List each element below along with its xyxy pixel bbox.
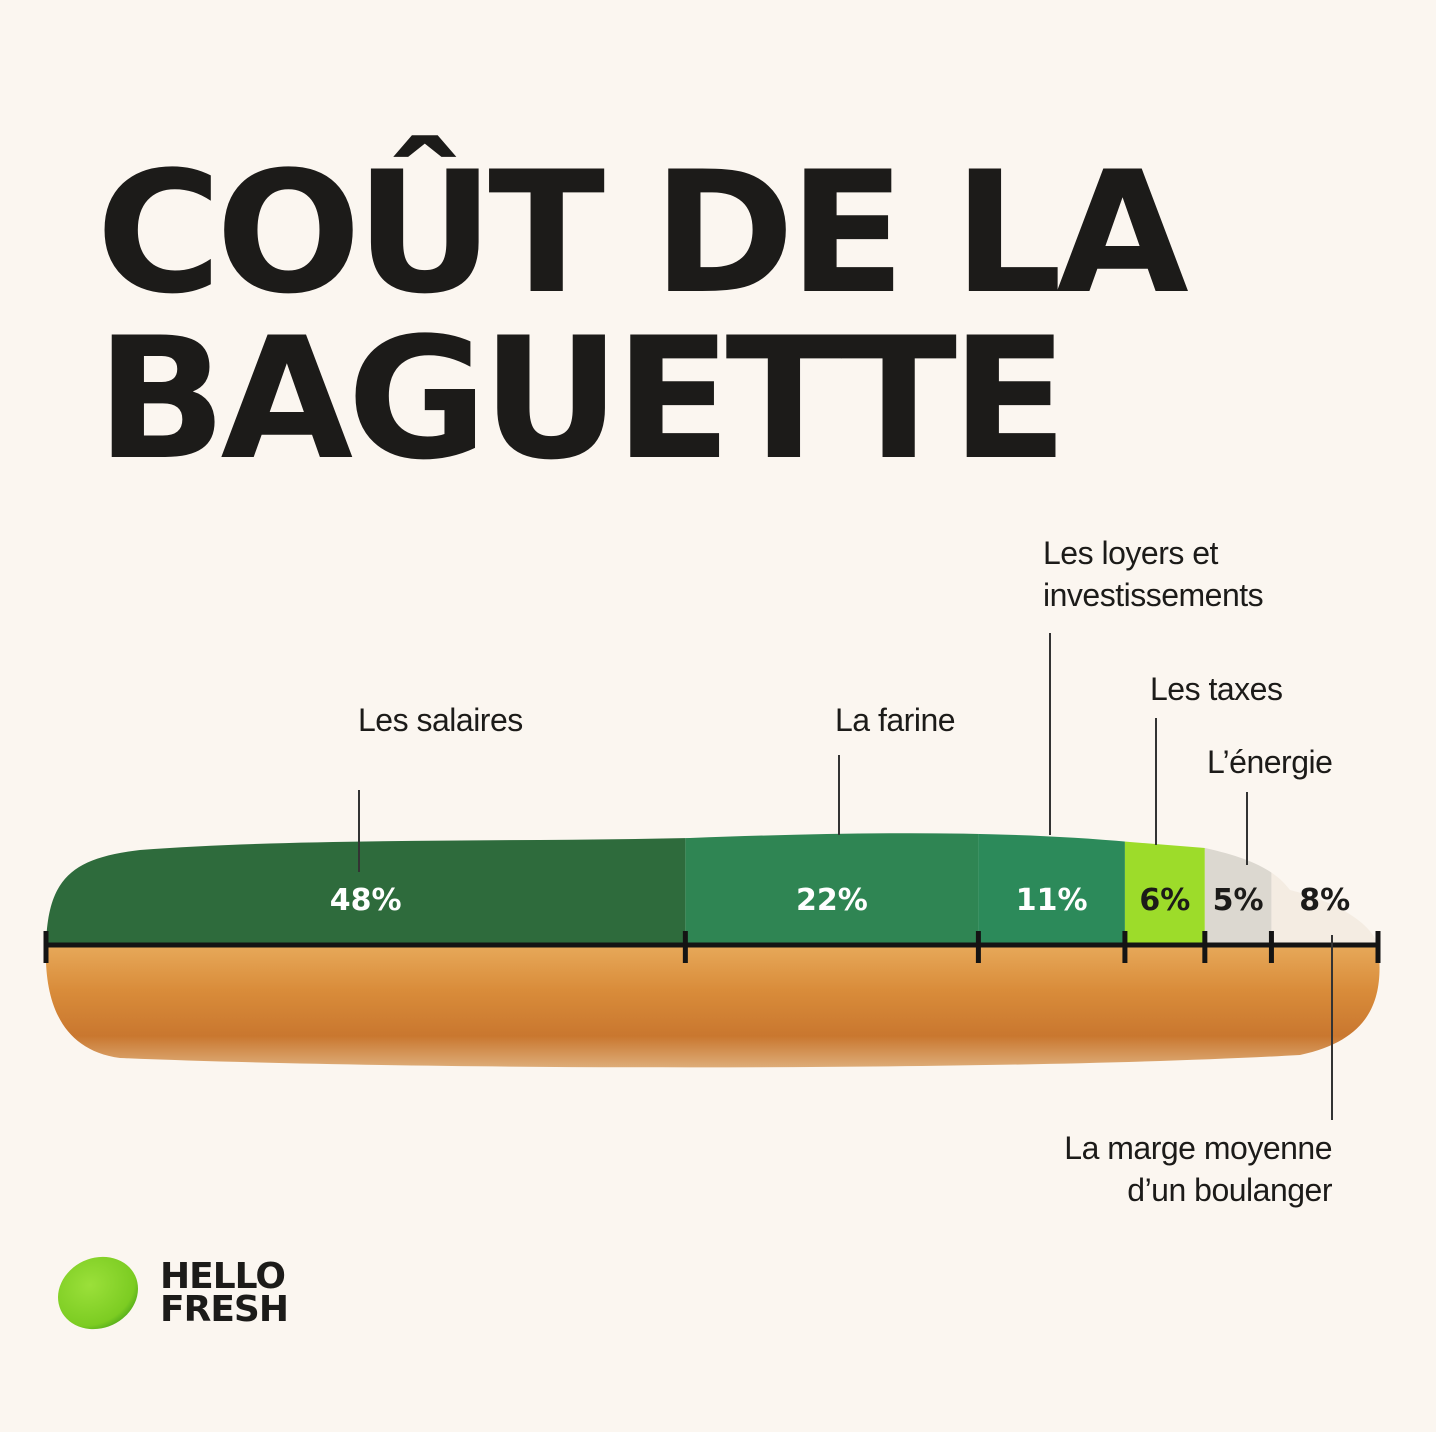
leader-line-marge — [1331, 935, 1333, 1120]
label-marge-line-2: d’un boulanger — [1127, 1172, 1332, 1208]
label-salaires: Les salaires — [358, 702, 523, 738]
label-marge-line-1: La marge moyenne — [1064, 1130, 1332, 1166]
title-line-2: BAGUETTE — [96, 301, 1068, 497]
hellofresh-logo: HELLO FRESH — [54, 1255, 289, 1331]
value-label-6: 8% — [1299, 883, 1350, 918]
value-label-4: 6% — [1139, 883, 1190, 918]
leader-line-loyers — [1049, 633, 1051, 835]
title-line-1: COÛT DE LA — [96, 135, 1189, 331]
label-loyers-line-1: Les loyers et — [1043, 535, 1218, 571]
label-loyers: Les loyers et investissements — [1043, 532, 1264, 616]
leader-line-salaires — [358, 790, 360, 872]
value-label-1: 48% — [330, 883, 402, 918]
value-label-2: 22% — [796, 883, 868, 918]
logo-text-line-2: FRESH — [160, 1289, 289, 1330]
lime-icon — [58, 1256, 138, 1330]
value-label-5: 5% — [1213, 883, 1264, 918]
label-farine: La farine — [835, 702, 956, 738]
bar-segment-1 — [46, 833, 686, 945]
baguette-bottom-crust — [45, 945, 1380, 1068]
label-taxes: Les taxes — [1150, 671, 1283, 707]
leader-line-farine — [838, 755, 840, 835]
label-loyers-line-2: investissements — [1043, 577, 1264, 613]
label-marge: La marge moyenne d’un boulanger — [1064, 1127, 1332, 1211]
page-title: COÛT DE LA BAGUETTE — [96, 149, 1189, 483]
bar-segment-3 — [978, 833, 1125, 945]
bar-segment-2 — [685, 833, 979, 945]
bar-segment-4 — [1124, 833, 1205, 945]
value-label-3: 11% — [1016, 883, 1088, 918]
label-energie: L’énergie — [1207, 744, 1333, 780]
leader-line-energie — [1246, 792, 1248, 865]
leader-line-taxes — [1155, 718, 1157, 845]
logo-text-line-1: HELLO — [160, 1256, 286, 1297]
